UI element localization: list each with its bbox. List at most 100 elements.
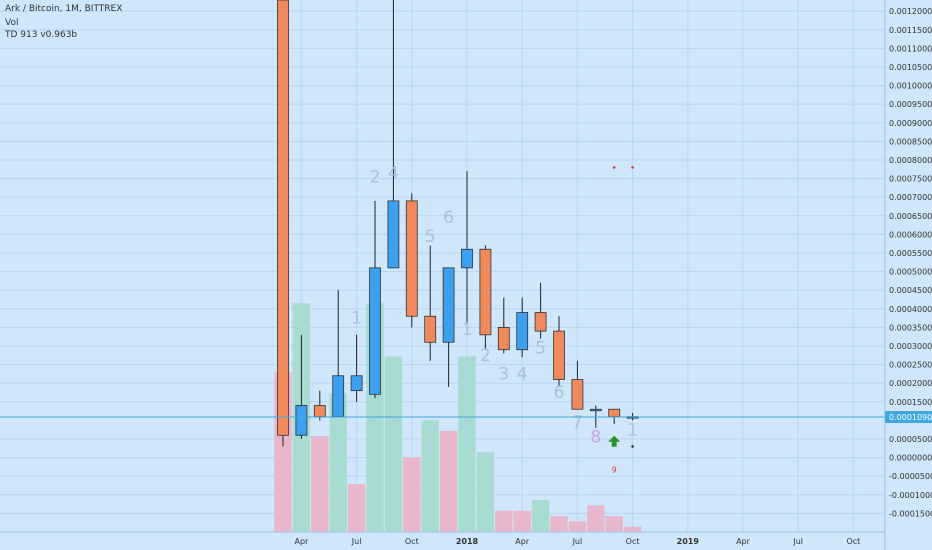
candle-body [387,200,400,269]
volume-bar [495,510,513,532]
volume-bar [623,526,642,532]
volume-bar [311,436,329,532]
x-tick-label: Jul [572,537,583,546]
volume-bar [531,500,550,532]
td-count-label: 8 [590,428,601,448]
x-tick-label: Oct [405,537,419,546]
candle-body [553,330,565,380]
last-price-tag [885,411,932,424]
volume-bar [329,393,347,532]
candle-body [424,315,437,343]
candle-body [295,405,308,436]
candle-body [442,267,455,343]
td-count-label: 1 [351,309,362,329]
td-count-label: 5 [535,338,546,358]
volume-bar [421,420,439,532]
volume-bar [605,516,623,532]
td-count-label: 4 [517,364,528,384]
candle-body [461,248,473,269]
candle-body [405,200,418,317]
volume-bar [550,516,568,532]
candle-body [516,312,529,351]
td-count-label: 1 [627,420,638,440]
marker-dot [612,166,616,169]
last-price-label: 0.00010904 [889,413,932,422]
td-count-label: 1 [462,320,473,340]
x-axis: Apr Jul Oct 2018 Apr Jul Oct 2019 Apr Jul Oct [0,531,885,546]
indicator-label: TD 913 v0.963b [5,30,78,40]
candle-body [277,0,289,436]
y-tick-label: 0.00000000 [889,454,932,463]
symbol-title: Ark / Bitcoin, 1M, BITTREX [5,4,123,14]
td-count-label: 6 [554,383,565,403]
volume-bar [513,510,531,532]
candle-body [589,408,602,412]
td-count-label: 3 [498,364,509,384]
volume-bar [476,452,495,532]
candle-body [571,379,584,410]
candle-body [350,375,363,392]
x-tick-label: Apr [294,537,309,546]
marker-dot [631,166,634,169]
candle-body [313,405,326,418]
td-count-label: 5 [425,227,436,247]
volume-bar [403,457,421,532]
candle-body [497,326,510,351]
volume-bar [587,505,605,532]
td-count-label: 4 [388,164,399,184]
marker-dot [631,445,634,448]
volume-bar [458,356,476,532]
candle-body [608,408,621,418]
x-tick-label: Jul [351,537,362,546]
volume-layer [274,303,642,532]
volume-bar [568,521,587,532]
x-tick-label: Oct [626,537,640,546]
td-count-label: 6 [443,208,454,228]
buy-arrow-icon [608,435,621,447]
x-tick-label: 2018 [456,537,479,546]
td-count-label: 2 [370,167,381,187]
x-tick-label: Apr [736,537,751,546]
candle-body [369,267,381,395]
x-tick-label: Apr [515,537,530,546]
x-tick-label: Oct [846,537,860,546]
volume-bar [384,356,403,532]
volume-bar [439,430,458,532]
td-setup-label: 9 [612,465,617,474]
volume-bar [347,484,366,532]
candle-body [534,312,547,332]
y-tick-label: -0.00010000 [889,491,932,500]
candle-body [332,375,345,418]
x-tick-label: Jul [792,537,803,546]
td-count-label: 2 [480,346,491,366]
td-count-label: 7 [572,413,583,433]
x-tick-label: 2019 [677,537,700,546]
